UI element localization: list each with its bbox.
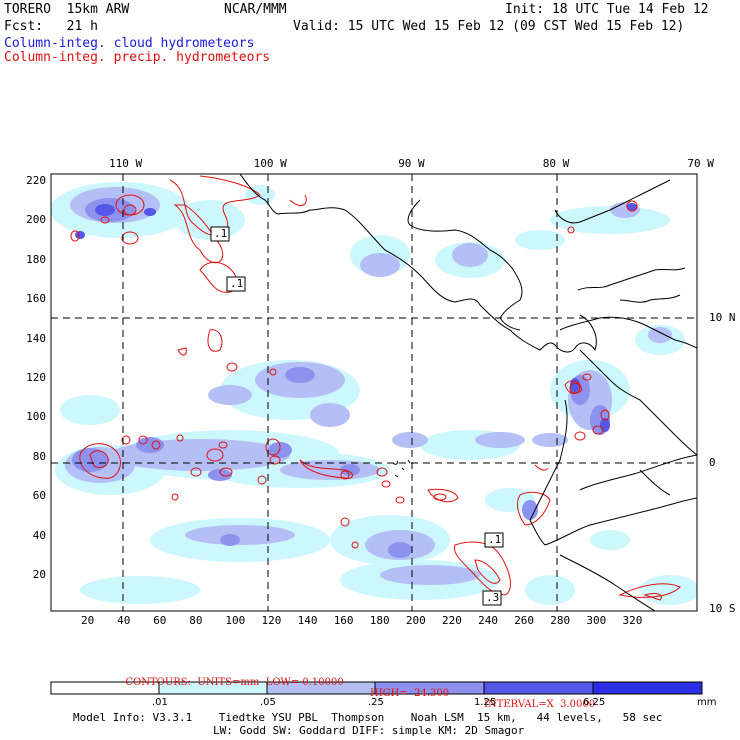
colorbar-label: 6.25 xyxy=(583,697,606,708)
x-tick-label: 20 xyxy=(81,614,95,627)
colorbar-label: .01 xyxy=(152,697,168,708)
longitude-label: 80 W xyxy=(542,157,570,170)
valid-time: Valid: 15 UTC Wed 15 Feb 12 (09 CST Wed … xyxy=(293,19,685,34)
x-tick-label: 300 xyxy=(586,614,607,627)
field-cloud-label: Column-integ. cloud hydrometeors xyxy=(4,36,255,51)
y-tick-label: 160 xyxy=(26,292,46,306)
latitude-label: 10 S xyxy=(709,602,736,615)
cloud-shading xyxy=(51,182,697,605)
y-tick-label: 180 xyxy=(26,252,46,266)
longitude-label: 100 W xyxy=(253,157,287,170)
longitude-label: 110 W xyxy=(109,157,143,170)
colorbar xyxy=(50,681,703,695)
x-tick-label: 180 xyxy=(369,614,390,627)
latitude-label: 10 N xyxy=(709,311,736,324)
contour-label: .1 xyxy=(488,533,502,546)
field-precip-label: Column-integ. precip. hydrometeors xyxy=(4,50,271,65)
colorbar-labels: .01 .05 .25 1.25 6.25 mm xyxy=(0,697,740,709)
x-tick-label: 100 xyxy=(225,614,246,627)
x-tick-label: 260 xyxy=(514,614,535,627)
x-tick-label: 140 xyxy=(297,614,318,627)
model-title: TORERO 15km ARW xyxy=(4,2,130,17)
x-tick-label: 60 xyxy=(153,614,167,627)
lat-lon-grid xyxy=(51,174,697,611)
x-tick-label: 280 xyxy=(550,614,571,627)
precip-contours xyxy=(70,175,681,601)
contour-label: .3 xyxy=(486,591,500,604)
coastlines xyxy=(239,174,697,611)
forecast-hour: Fcst: 21 h xyxy=(4,19,98,34)
y-tick-label: 120 xyxy=(26,371,46,384)
x-tick-label: 40 xyxy=(117,614,131,627)
contour-label: .1 xyxy=(230,277,244,290)
latitude-label: 0 xyxy=(709,456,716,469)
contour-interval: INTERVAL=X 3.0000 xyxy=(484,699,596,710)
x-tick-label: 240 xyxy=(478,614,498,627)
init-time: Init: 18 UTC Tue 14 Feb 12 xyxy=(505,2,709,17)
model-info: Model Info: V3.3.1 Tiedtke YSU PBL Thomp… xyxy=(73,711,663,724)
colorbar-label: 1.25 xyxy=(474,697,497,708)
y-tick-label: 100 xyxy=(26,410,46,424)
y-tick-label: 200 xyxy=(26,213,46,227)
y-tick-label: 40 xyxy=(32,528,46,542)
x-tick-label: 160 xyxy=(333,614,354,627)
x-tick-label: 320 xyxy=(622,614,643,627)
contour-label-boxes xyxy=(210,226,504,606)
colorbar-label: .05 xyxy=(260,697,276,708)
contour-label: .1 xyxy=(214,227,228,240)
y-tick-label: 20 xyxy=(32,568,46,581)
colorbar-label: .25 xyxy=(368,697,384,708)
longitude-label: 90 W xyxy=(398,157,425,170)
physics-info: LW: Godd SW: Goddard DIFF: simple KM: 2D… xyxy=(213,724,525,737)
y-tick-label: 60 xyxy=(32,489,46,503)
colorbar-unit: mm xyxy=(697,697,717,708)
y-tick-label: 220 xyxy=(26,174,46,187)
y-tick-label: 80 xyxy=(32,449,46,463)
contour-units: CONTOURS: UNITS=mm LOW= 0.10000 xyxy=(125,677,344,688)
map-frame xyxy=(50,173,698,612)
x-tick-label: 80 xyxy=(189,614,203,627)
contour-high: HIGH= 24.300 xyxy=(370,688,450,699)
x-tick-label: 220 xyxy=(442,614,462,627)
x-tick-label: 200 xyxy=(405,614,426,627)
longitude-label: 70 W xyxy=(687,157,714,170)
x-tick-label: 120 xyxy=(261,614,282,627)
y-tick-label: 140 xyxy=(26,331,46,345)
org-label: NCAR/MMM xyxy=(224,2,287,17)
contour-info: CONTOURS: UNITS=mm LOW= 0.10000 HIGH= 24… xyxy=(119,666,595,710)
